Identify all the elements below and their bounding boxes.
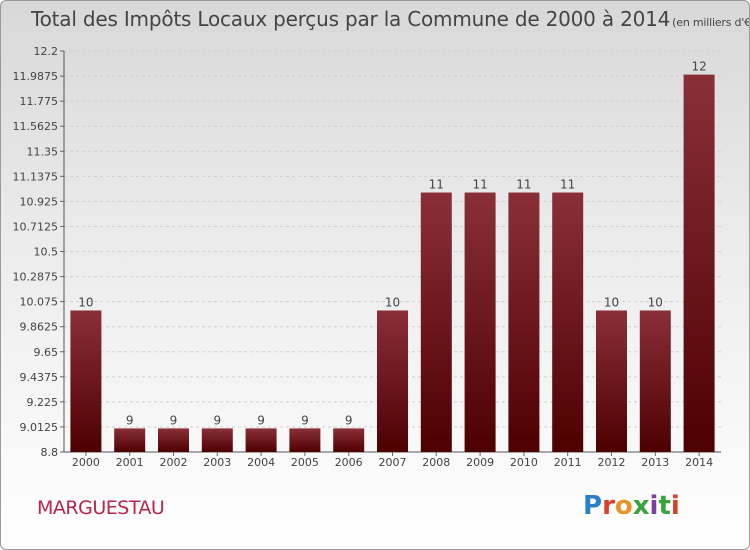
logo-letter: P [583, 491, 603, 521]
y-tick-label: 10.5 [34, 246, 59, 259]
bar [333, 428, 365, 452]
y-tick-label: 9.225 [27, 396, 59, 409]
bar-value-label: 10 [648, 295, 663, 309]
x-tick-label: 2006 [335, 456, 363, 469]
logo-letter: o [614, 491, 633, 521]
bar-value-label: 11 [429, 178, 444, 192]
x-tick-label: 2014 [685, 456, 713, 469]
logo-letter: x [632, 491, 650, 521]
x-tick-label: 2008 [422, 456, 450, 469]
bar [596, 310, 627, 452]
proxiti-logo: Proxiti [583, 491, 680, 521]
bar-value-label: 12 [691, 60, 706, 74]
bar [114, 428, 146, 452]
y-tick-label: 10.7125 [13, 220, 59, 233]
bar-value-label: 9 [126, 413, 134, 427]
title-unit: (en milliers d'€) [672, 16, 750, 29]
logo-letter: t [658, 491, 671, 521]
y-tick-label: 10.075 [20, 296, 59, 309]
bar-value-label: 11 [472, 178, 487, 192]
x-tick-label: 2002 [160, 456, 188, 469]
bar [464, 192, 496, 452]
logo-letter: i [670, 491, 680, 521]
chart-title: Total des Impôts Locaux perçus par la Co… [31, 7, 750, 31]
title-text: Total des Impôts Locaux perçus par la Co… [31, 7, 671, 31]
bar-value-label: 9 [257, 413, 265, 427]
logo-letter: r [602, 491, 615, 521]
y-tick-label: 9.4375 [20, 371, 59, 384]
bar [158, 428, 189, 452]
bar-value-label: 10 [604, 295, 619, 309]
y-tick-label: 9.65 [34, 346, 59, 359]
y-tick-label: 11.1375 [13, 170, 59, 183]
bar [639, 310, 671, 452]
bar-value-label: 11 [516, 178, 531, 192]
bar-value-label: 11 [560, 178, 575, 192]
y-tick-label: 12.2 [34, 45, 59, 58]
x-tick-label: 2009 [466, 456, 494, 469]
y-tick-label: 10.925 [20, 195, 59, 208]
x-tick-label: 2004 [247, 456, 275, 469]
y-tick-label: 11.5625 [13, 120, 59, 133]
y-tick-label: 8.8 [41, 446, 59, 459]
x-tick-label: 2007 [379, 456, 407, 469]
bar-value-label: 10 [385, 295, 400, 309]
bar [508, 192, 540, 452]
bar-value-label: 9 [301, 413, 309, 427]
bar-value-label: 10 [78, 295, 93, 309]
bar-value-label: 9 [170, 413, 178, 427]
bar [245, 428, 277, 452]
x-tick-label: 2003 [203, 456, 231, 469]
x-tick-label: 2011 [554, 456, 582, 469]
bar [552, 192, 584, 452]
bar [201, 428, 233, 452]
bar [70, 310, 102, 452]
y-tick-label: 9.8625 [20, 321, 59, 334]
bar [683, 74, 715, 453]
commune-name: MARGUESTAU [37, 497, 165, 519]
logo-letter: i [649, 491, 659, 521]
bar [377, 310, 408, 452]
bar [420, 192, 452, 452]
bar-value-label: 9 [213, 413, 221, 427]
x-tick-label: 2012 [598, 456, 626, 469]
y-tick-label: 10.2875 [13, 271, 59, 284]
bar-value-label: 9 [345, 413, 353, 427]
bar [289, 428, 321, 452]
y-tick-label: 11.35 [27, 145, 59, 158]
y-tick-label: 11.9875 [13, 70, 59, 83]
x-tick-label: 2005 [291, 456, 319, 469]
x-tick-label: 2001 [116, 456, 144, 469]
x-tick-label: 2000 [72, 456, 100, 469]
x-tick-label: 2013 [641, 456, 669, 469]
x-tick-label: 2010 [510, 456, 538, 469]
y-tick-label: 9.0125 [20, 421, 59, 434]
y-tick-label: 11.775 [20, 95, 59, 108]
